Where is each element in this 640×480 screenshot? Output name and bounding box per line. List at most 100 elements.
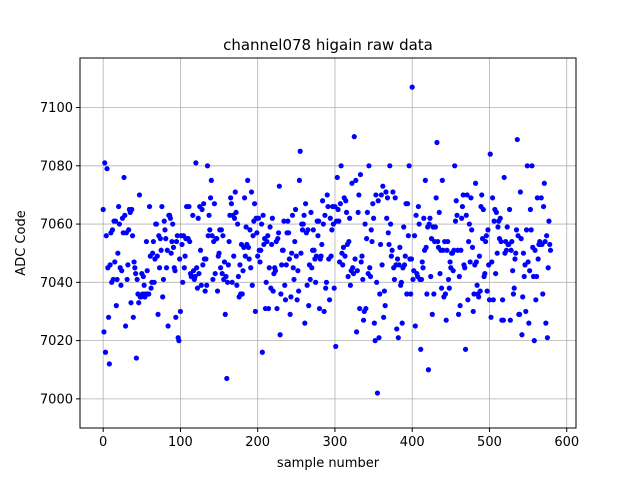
data-point: [134, 276, 140, 283]
data-point: [124, 276, 130, 283]
data-point: [451, 247, 457, 253]
data-point: [476, 253, 483, 259]
data-point: [463, 212, 469, 218]
data-point: [287, 311, 293, 317]
data-point: [252, 308, 258, 315]
data-point: [432, 224, 438, 230]
data-point: [153, 221, 160, 227]
data-point: [228, 195, 234, 201]
data-point: [485, 227, 491, 233]
data-point: [311, 247, 317, 253]
data-point: [303, 201, 309, 207]
data-point: [534, 273, 540, 280]
data-point: [187, 238, 193, 245]
data-point: [248, 189, 255, 195]
data-point: [316, 218, 322, 224]
data-point: [347, 282, 353, 288]
data-point: [540, 203, 547, 210]
data-point: [325, 203, 331, 210]
data-point: [224, 375, 230, 382]
data-point: [129, 233, 136, 239]
data-point: [128, 300, 134, 306]
data-point: [363, 305, 369, 312]
data-point: [495, 224, 501, 230]
data-point: [326, 297, 333, 303]
chart-title: channel078 higain raw data: [223, 36, 433, 54]
data-point: [235, 273, 241, 280]
data-point: [353, 329, 360, 335]
data-point: [146, 291, 152, 297]
data-point: [531, 338, 537, 344]
data-point: [477, 288, 483, 294]
data-point: [258, 221, 265, 227]
data-point: [286, 256, 292, 262]
data-point: [276, 183, 282, 189]
data-point: [252, 201, 258, 207]
data-point: [459, 203, 466, 210]
data-point: [269, 215, 275, 221]
data-point: [219, 270, 225, 277]
data-point: [201, 201, 207, 207]
data-point: [160, 276, 167, 283]
data-point: [282, 282, 288, 288]
data-point: [518, 236, 524, 242]
data-point: [426, 221, 432, 227]
data-point: [285, 218, 291, 224]
data-point: [242, 253, 248, 259]
data-point: [343, 209, 350, 216]
data-point: [353, 177, 359, 183]
data-point: [334, 174, 340, 181]
data-point: [486, 297, 493, 303]
data-point: [489, 195, 496, 201]
data-point: [399, 320, 405, 326]
data-point: [423, 244, 429, 250]
data-point: [291, 276, 297, 283]
data-point: [440, 247, 446, 253]
data-point: [346, 238, 352, 245]
data-point: [173, 238, 180, 245]
data-points: [100, 84, 554, 396]
data-point: [119, 268, 125, 274]
data-point: [367, 273, 374, 280]
data-point: [404, 291, 410, 297]
data-point: [241, 195, 248, 201]
data-point: [102, 349, 109, 355]
x-axis-ticks: 0 100 200 300 400 500 600: [99, 428, 579, 450]
data-point: [333, 343, 339, 350]
data-point: [528, 227, 534, 233]
data-point: [315, 233, 321, 239]
data-point: [107, 262, 113, 268]
data-point: [434, 139, 440, 146]
data-point: [194, 265, 200, 271]
x-tick-label: 200: [245, 435, 270, 450]
data-point: [493, 209, 500, 216]
data-point: [524, 163, 530, 169]
data-point: [246, 256, 252, 262]
data-point: [281, 218, 287, 224]
data-point: [358, 259, 364, 265]
data-point: [259, 349, 265, 355]
y-tick-label: 7100: [40, 101, 73, 116]
data-point: [300, 221, 306, 227]
data-point: [535, 256, 541, 262]
data-point: [301, 212, 307, 218]
data-point: [132, 265, 138, 271]
data-point: [419, 259, 425, 265]
data-point: [210, 276, 216, 283]
data-point: [272, 268, 279, 274]
data-point: [169, 238, 175, 245]
data-point: [387, 221, 394, 227]
data-point: [409, 84, 415, 90]
data-point: [462, 265, 468, 271]
data-point: [264, 238, 270, 245]
data-point: [208, 177, 214, 183]
data-point: [458, 247, 464, 253]
data-point: [157, 236, 163, 242]
data-point: [411, 233, 418, 239]
data-point: [316, 305, 323, 312]
data-point: [493, 270, 499, 277]
data-point: [422, 177, 428, 183]
data-point: [446, 285, 452, 291]
